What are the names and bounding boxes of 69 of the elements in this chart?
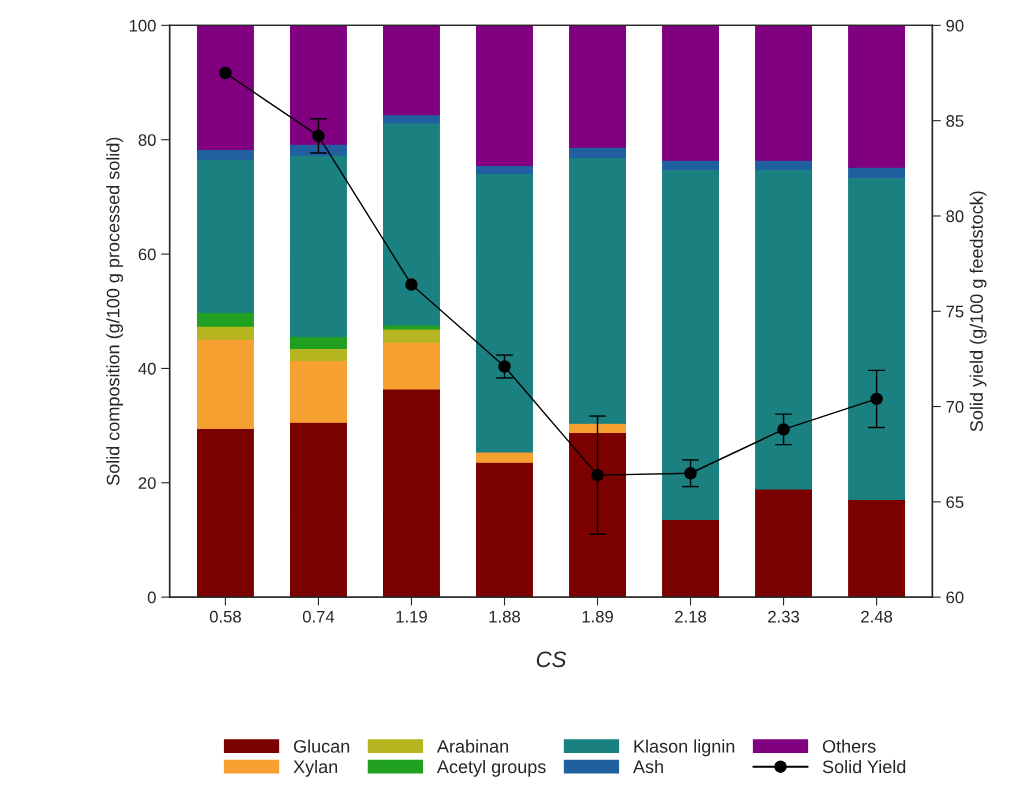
legend-label: Xylan <box>293 759 338 777</box>
bar <box>289 347 347 361</box>
y-tick-label: 80 <box>138 134 156 146</box>
legend-label: Arabinan <box>436 739 509 753</box>
legend-label: Glucan <box>293 739 350 753</box>
bar <box>476 461 533 598</box>
point <box>405 278 418 291</box>
y2-tick-label: 65 <box>946 496 964 509</box>
y2-tick-label: 85 <box>946 115 964 127</box>
x-tick-label: 1.19 <box>396 610 427 623</box>
x-axis-title: CS <box>536 651 567 668</box>
bar <box>476 25 533 167</box>
bar <box>196 427 254 598</box>
bar <box>196 25 254 151</box>
x-tick-label: 2.48 <box>861 610 893 623</box>
bar <box>755 168 813 490</box>
bar <box>569 25 626 148</box>
y-tick-label: 60 <box>138 248 156 261</box>
bar <box>755 488 813 598</box>
bar <box>289 154 347 337</box>
x-tick-label: 1.88 <box>489 610 520 623</box>
bar <box>289 335 347 349</box>
bar <box>383 328 440 343</box>
x-tick-label: 1.89 <box>582 610 613 623</box>
bar <box>848 176 906 500</box>
x-tick-label: 2.18 <box>675 610 707 623</box>
y-tick-label: 100 <box>129 19 156 32</box>
x-tick-label: 0.74 <box>302 610 335 623</box>
bar <box>848 498 906 598</box>
y-axis-title: Solid composition (g/100 g processed solid) <box>106 137 124 486</box>
bar <box>383 25 440 116</box>
bar <box>662 25 720 161</box>
bar <box>196 338 254 430</box>
bar <box>383 341 440 390</box>
bar <box>196 148 254 160</box>
point <box>870 392 883 406</box>
y-tick-label: 40 <box>138 362 156 375</box>
bar <box>196 158 254 313</box>
bar <box>662 168 720 520</box>
y2-tick-label: 75 <box>946 305 964 318</box>
bar <box>383 122 440 326</box>
legend-label: Acetyl groups <box>436 759 546 777</box>
bar <box>569 431 626 598</box>
y-tick-label: 20 <box>138 477 156 489</box>
bar <box>569 156 626 424</box>
y-tick-label: 0 <box>147 591 156 604</box>
y2-axis-title: Solid yield (g/100 g feedstock) <box>969 191 987 432</box>
y2-tick-label: 70 <box>946 400 964 413</box>
bar <box>848 25 906 168</box>
bar <box>662 518 720 598</box>
legend-label: Ash <box>633 759 663 774</box>
bar <box>196 325 254 340</box>
bar <box>289 421 347 598</box>
bar <box>476 172 533 453</box>
y2-tick-label: 60 <box>946 591 964 604</box>
legend-label: Klason lignin <box>634 739 735 757</box>
bar <box>196 311 254 327</box>
bar <box>289 25 347 145</box>
legend-label: Others <box>822 739 876 753</box>
bar <box>755 25 813 161</box>
y2-tick-label: 80 <box>946 210 964 223</box>
legend-label: Solid Yield <box>822 759 906 774</box>
bar <box>383 388 440 598</box>
x-tick-label: 2.33 <box>768 610 800 623</box>
x-tick-label: 0.58 <box>209 610 241 623</box>
point <box>219 66 232 80</box>
y2-tick-label: 90 <box>946 19 964 32</box>
point <box>312 129 325 143</box>
bar <box>289 359 347 423</box>
